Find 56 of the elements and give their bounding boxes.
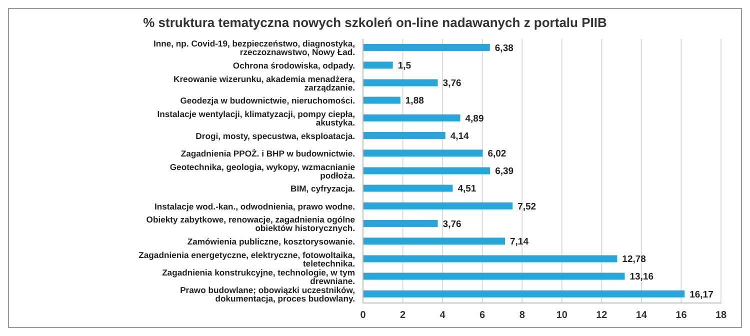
y-tick-label: Kreowanie wizerunku, akademia menadżera, zarządzanie. <box>174 74 355 92</box>
y-tick-label: Instalacje wentylacji, klimatyzacji, pompy ciepła, akustyka. <box>157 108 355 128</box>
bar <box>363 96 400 104</box>
data-label: 1,5 <box>398 60 412 72</box>
x-tick-label: 18 <box>715 310 727 322</box>
bar <box>363 132 446 139</box>
bar <box>363 184 453 192</box>
bar <box>363 202 513 210</box>
x-tick-label: 14 <box>636 310 648 322</box>
bar <box>363 114 460 122</box>
data-label: 6,02 <box>488 148 506 160</box>
y-tick-label: Instalacje wod.-kan., odwodnienia, prawo wodne. <box>154 201 355 212</box>
y-tick-label: Zagadnienia energetyczne, elektryczne, fotowoltaika, teletechnika. <box>138 250 355 268</box>
data-label: 7,14 <box>510 236 530 248</box>
bar <box>363 238 506 245</box>
data-label: 6,39 <box>495 166 514 178</box>
x-tick-label: 12 <box>596 310 608 322</box>
y-tick-label: Zagadnienia PPOŻ. i BHP w budownictwie. <box>180 148 355 158</box>
y-tick-label: BIM, cyfryzacja. <box>290 184 355 194</box>
bar <box>363 150 483 157</box>
data-label: 7,52 <box>518 201 536 212</box>
bar <box>363 272 625 280</box>
x-tick-label: 10 <box>556 310 568 322</box>
bar <box>363 290 685 298</box>
x-tick-label: 4 <box>440 310 446 322</box>
bar <box>363 220 438 227</box>
x-tick-label: 0 <box>360 310 366 322</box>
x-tick-label: 16 <box>676 310 688 322</box>
data-label: 4,89 <box>465 113 484 124</box>
y-tick-label: Zagadnienia konstrukcyjne, technologie, w tym drewniane. <box>162 267 356 286</box>
x-tick-label: 8 <box>519 310 526 322</box>
data-label: 4,51 <box>458 184 477 195</box>
y-tick-label: Obiekty zabytkowe, renowacje, zagadnienia ogólne obiektów historycznych. <box>146 214 356 234</box>
chart-title: % struktura tematyczna nowych szkoleń on-line nadawanych z portalu PIIB <box>142 14 608 32</box>
bar <box>363 255 618 262</box>
bar <box>363 44 490 51</box>
y-tick-label: Geotechnika, geologia, wykopy, wzmacnianie podłoża. <box>170 162 356 180</box>
data-label: 12,78 <box>622 254 646 266</box>
data-label: 3,76 <box>442 218 462 230</box>
y-tick-label: Geodezja w budownictwie, nieruchomości. <box>180 96 355 106</box>
data-label: 3,76 <box>442 78 462 90</box>
y-tick-label: Prawo budowlane; obowiązki uczestników, dokumentacja, proces budowlany. <box>180 284 355 304</box>
y-tick-label: Drogi, mosty, specustwa, eksploatacja. <box>196 130 355 141</box>
x-tick-label: 2 <box>400 310 406 322</box>
bar <box>363 79 438 86</box>
x-tick-label: 6 <box>480 310 486 322</box>
data-label: 1,88 <box>405 96 424 107</box>
bar <box>363 167 490 174</box>
y-tick-label: Inne, np. Covid-19, bezpieczeństwo, diagnostyka, rzeczoznawstwo, Nowy Ład. <box>153 38 355 58</box>
bar <box>363 62 393 69</box>
data-label: 4,14 <box>450 130 470 142</box>
data-label: 16,17 <box>690 289 714 300</box>
y-tick-label: Ochrona środowiska, odpady. <box>232 60 355 70</box>
data-label: 6,38 <box>494 42 514 54</box>
data-label: 13,16 <box>630 272 654 283</box>
y-tick-label: Zamówienia publiczne, kosztorysowanie. <box>187 236 355 246</box>
